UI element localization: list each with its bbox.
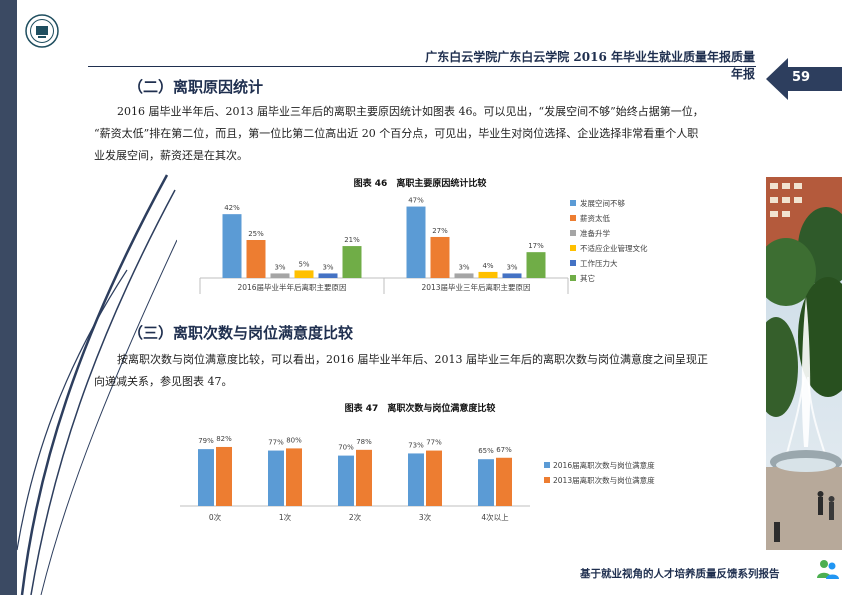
chart46-bar	[430, 236, 450, 278]
chart46-bar	[270, 273, 290, 278]
chart46-legend-swatch	[570, 230, 576, 236]
chart46-bar	[318, 273, 338, 278]
chart46-bar	[478, 271, 498, 278]
chart47-bar	[216, 446, 232, 506]
chart47-category-label: 2次	[349, 512, 362, 522]
chart46-bar	[526, 252, 546, 278]
chart46-data-label: 3%	[506, 263, 517, 271]
chart47-legend-label: 2013届离职次数与岗位满意度	[553, 475, 655, 485]
chart46-data-label: 21%	[344, 236, 360, 244]
chart46-svg: 42% 25% 3% 5% 3% 21% 2016届毕业半年后离职主要原因 47% 27% 3% 4…	[199, 197, 648, 294]
chart46-bar	[454, 273, 474, 278]
chart47-category-label: 1次	[279, 512, 292, 522]
chart46-bar	[222, 214, 242, 278]
chart46-category-label: 2016届毕业半年后离职主要原因	[237, 282, 346, 292]
section-title-resignation-reasons: （二）离职原因统计	[128, 78, 264, 96]
chart46-data-label: 3%	[274, 263, 285, 271]
chart46-legend-swatch	[570, 215, 576, 221]
chart46-bar	[246, 240, 266, 278]
paragraph-line: “薪资太低”排在第二位，而且，第一位比第二位高出近 20 个百分点，可见出，毕业…	[94, 127, 699, 140]
chart47-legend-swatch	[544, 462, 550, 468]
chart46-legend-swatch	[570, 275, 576, 281]
paragraph-line: 业发展空间，薪资还是在其次。	[94, 149, 248, 162]
left-decorative-band	[0, 0, 17, 595]
chart47-bar	[338, 455, 354, 506]
university-seal-icon	[25, 14, 59, 48]
chart46-legend-label: 薪资太低	[580, 213, 610, 223]
footer-report-series: 基于就业视角的人才培养质量反馈系列报告	[580, 568, 780, 580]
chart46-legend-swatch	[570, 200, 576, 206]
chart46-legend-swatch	[570, 245, 576, 251]
chart46-legend-label: 不适应企业管理文化	[580, 243, 648, 253]
chart46-data-label: 5%	[298, 260, 309, 268]
campus-fountain-photo	[766, 177, 842, 550]
paragraph-line: 按离职次数与岗位满意度比较，可以看出，2016 届毕业半年后、2013 届毕业三…	[117, 353, 708, 366]
people-icon	[817, 560, 839, 579]
report-header-title: 广东白云学院广东白云学院 2016 年毕业生就业质量年报质量年报	[425, 50, 755, 81]
chart46-data-label: 3%	[322, 263, 333, 271]
chart47-title: 图表 47 离职次数与岗位满意度比较	[344, 404, 496, 414]
chart47-bar	[408, 453, 424, 506]
chart47-bar	[496, 457, 512, 506]
chart47-bar	[478, 459, 494, 506]
chart47-data-label: 77%	[268, 439, 284, 447]
chart46-data-label: 17%	[528, 242, 544, 250]
chart46-bar	[406, 206, 426, 278]
chart47-data-label: 73%	[408, 441, 424, 449]
chart47-bar	[286, 448, 302, 506]
chart46-legend-label: 工作压力大	[580, 258, 618, 268]
decorative-swoosh	[17, 174, 177, 595]
chart47-category-label: 4次以上	[481, 512, 509, 522]
section-title-resignation-vs-satisfaction: （三）离职次数与岗位满意度比较	[128, 324, 354, 342]
chart47-bar	[268, 450, 284, 506]
chart46-bar	[294, 270, 314, 278]
chart46-data-label: 47%	[408, 197, 424, 205]
chart47-data-label: 80%	[286, 436, 302, 444]
chart47-data-label: 82%	[216, 435, 232, 443]
chart46-legend-label: 准备升学	[580, 228, 610, 238]
chart46-legend-swatch	[570, 260, 576, 266]
header-divider	[88, 66, 756, 67]
chart47-legend-label: 2016届离职次数与岗位满意度	[553, 460, 655, 470]
chart47-bar	[356, 449, 372, 506]
page-number: 59	[791, 70, 811, 85]
chart47-data-label: 70%	[338, 444, 354, 452]
chart46-bar	[342, 246, 362, 278]
chart46-legend-label: 其它	[580, 273, 595, 283]
page-arrow-icon	[766, 58, 842, 100]
chart47-data-label: 65%	[478, 447, 494, 455]
chart46-legend-label: 发展空间不够	[580, 198, 625, 208]
chart47-data-label: 77%	[426, 439, 442, 447]
chart47-bar	[198, 449, 214, 506]
chart46-data-label: 4%	[482, 262, 493, 270]
chart46-data-label: 27%	[432, 227, 448, 235]
chart47-category-label: 3次	[419, 512, 432, 522]
chart47-bar	[426, 450, 442, 506]
paragraph-line: 向递减关系，参见图表 47。	[94, 375, 233, 388]
paragraph-line: 2016 届毕业半年后、2013 届毕业三年后的离职主要原因统计如图表 46。可…	[117, 105, 704, 118]
chart46-title: 图表 46 离职主要原因统计比较	[353, 179, 487, 189]
chart46-category-label: 2013届毕业三年后离职主要原因	[421, 282, 530, 292]
chart46-data-label: 3%	[458, 263, 469, 271]
chart46-data-label: 42%	[224, 204, 240, 212]
chart47-data-label: 78%	[356, 438, 372, 446]
chart47-category-label: 0次	[209, 512, 222, 522]
chart47-legend-swatch	[544, 477, 550, 483]
chart47-data-label: 79%	[198, 437, 214, 445]
chart47-data-label: 67%	[496, 446, 512, 454]
chart46-data-label: 25%	[248, 230, 264, 238]
chart46-bar	[502, 273, 522, 278]
